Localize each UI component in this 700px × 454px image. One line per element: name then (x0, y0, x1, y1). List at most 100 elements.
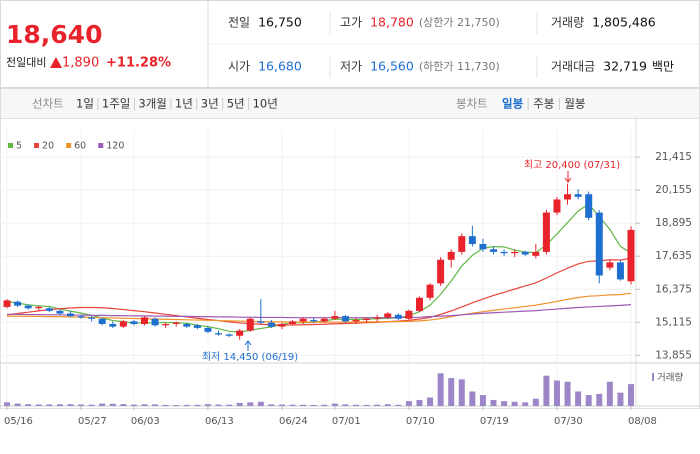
candle-body (66, 313, 74, 317)
candle-body (511, 251, 519, 254)
volume-bar (183, 404, 190, 406)
volume-bar (35, 404, 42, 406)
candle-period-button[interactable]: 주봉 (533, 97, 554, 111)
candle-body (225, 334, 233, 336)
candle-body (320, 318, 328, 322)
moving-average-line (7, 292, 632, 323)
candle-body (564, 194, 572, 200)
volume-bar (236, 402, 243, 406)
volume-bar (289, 404, 296, 406)
candle-body (490, 249, 498, 252)
volume-bar (321, 404, 328, 406)
period-button[interactable]: 5년 (227, 97, 245, 111)
candle-body (542, 212, 550, 252)
candle-body (140, 317, 148, 324)
volume-bar (416, 399, 423, 406)
info-unit: 백만 (652, 60, 674, 74)
candle-body (627, 229, 635, 282)
info-value: 16,560 (370, 59, 414, 74)
volume-bar (543, 375, 550, 406)
period-button[interactable]: 3개월 (138, 97, 166, 111)
candle-body (204, 327, 212, 332)
volume-bar (575, 391, 582, 406)
volume-bar (427, 397, 434, 406)
info-label: 저가 (340, 60, 362, 74)
period-button[interactable]: 1년 (175, 97, 193, 111)
period-button[interactable]: 3년 (201, 97, 219, 111)
volume-bar (78, 404, 85, 406)
period-button[interactable]: 1일 (76, 97, 94, 111)
x-tick-label: 05/16 (4, 416, 33, 427)
candle-body (14, 301, 22, 306)
period-button[interactable]: 1주일 (102, 97, 130, 111)
info-note: (상한가 21,750) (419, 16, 500, 29)
candle-body (606, 262, 614, 268)
candle-body (35, 306, 43, 309)
candle-body (616, 262, 624, 280)
candle-body (384, 313, 392, 318)
info-value: 18,780 (370, 15, 414, 30)
volume-bar (109, 403, 116, 406)
candle-body (532, 251, 540, 256)
candle-body (574, 194, 582, 197)
toolbar-label: 선차트 (32, 97, 64, 111)
y-tick-label: 20,155 (655, 184, 692, 196)
candle-period-button[interactable]: 월봉 (564, 97, 585, 111)
volume-bar (342, 404, 349, 406)
volume-bar (173, 405, 180, 406)
volume-bar (395, 404, 402, 406)
price: 18,640 (6, 20, 102, 49)
volume-bar (56, 404, 63, 406)
candle-period-button[interactable]: 일봉 (502, 97, 524, 111)
candle-body (426, 284, 434, 298)
change-label: 전일대비 (6, 55, 46, 69)
volume-bar (384, 404, 391, 406)
candle-body (246, 318, 254, 331)
y-tick-label: 15,115 (655, 316, 692, 328)
candle-body (468, 236, 476, 245)
info-value: 16,750 (258, 15, 302, 30)
volume-bar (490, 399, 497, 406)
info-value: 16,680 (258, 59, 302, 74)
info-label: 거래대금 (551, 60, 595, 74)
volume-bar (25, 404, 32, 406)
candle-body (151, 318, 159, 326)
period-button[interactable]: 10년 (253, 97, 278, 111)
volume-bar (141, 404, 148, 406)
x-tick-label: 05/27 (78, 416, 107, 427)
candle-body (458, 236, 466, 252)
volume-bar (553, 380, 560, 406)
x-tick-label: 06/13 (205, 416, 234, 427)
candle-body (56, 310, 64, 314)
candle-body (341, 316, 349, 322)
volume-bar (4, 402, 10, 406)
volume-bar (120, 404, 127, 406)
rate: +11.28% (106, 56, 171, 71)
volume-bar (596, 393, 603, 406)
toolbar-items: 선차트 1일 1주일 3개월 1년 3년 5년 10년 봉차트 일봉 주봉 월봉 (32, 97, 586, 111)
candle-body (299, 318, 307, 322)
volume-bar (46, 404, 53, 406)
candle-body (183, 323, 191, 327)
volume-bar (204, 404, 211, 406)
candle-body (310, 320, 318, 322)
info-note: (하한가 11,730) (419, 59, 500, 73)
y-tick-label: 17,635 (655, 250, 692, 262)
candle-body (437, 259, 445, 284)
candle-body (193, 325, 201, 328)
volume-bar (617, 392, 624, 406)
candle-body (172, 322, 180, 324)
candle-body (162, 323, 170, 326)
volume-bar (585, 395, 592, 406)
volume-bar (511, 401, 518, 406)
volume-bar (162, 404, 169, 406)
info-label: 전일 (228, 16, 250, 30)
volume-bar (300, 404, 307, 406)
moving-average-line (7, 303, 632, 319)
chart-frame (0, 118, 700, 409)
legend-swatch (98, 143, 104, 148)
candle-body (289, 321, 297, 324)
candle-body (119, 321, 127, 327)
volume-bar (628, 384, 634, 406)
